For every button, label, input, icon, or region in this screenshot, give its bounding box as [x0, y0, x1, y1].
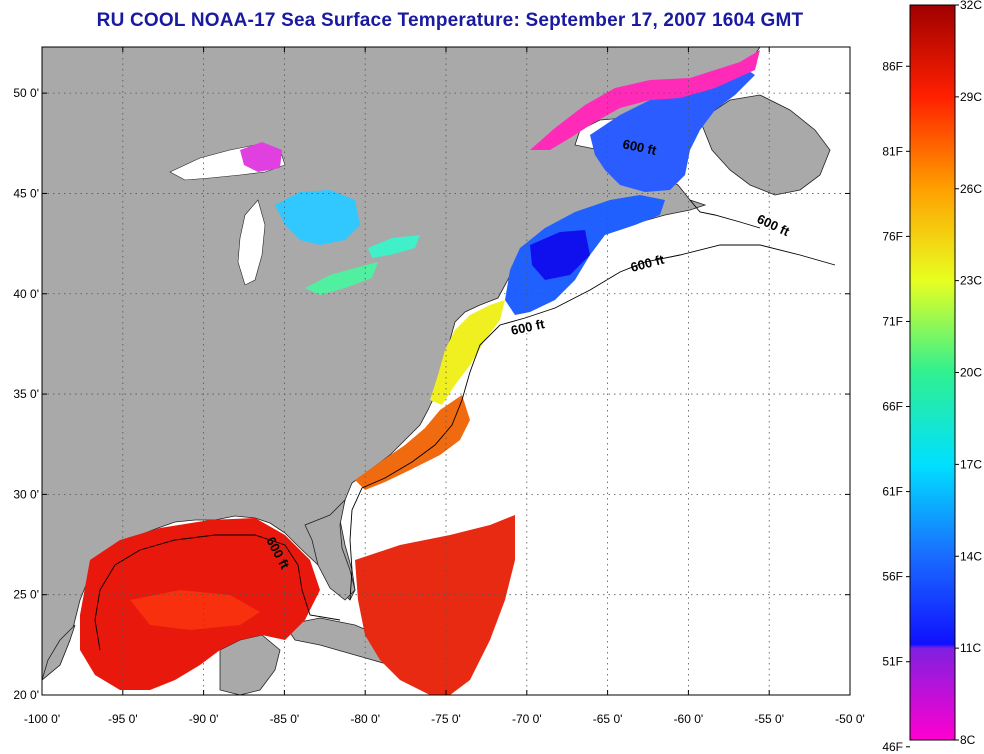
sst-lake-erie — [305, 262, 378, 295]
colorbar-label-c: 26C — [960, 182, 982, 196]
lat-tick-label: 45 0' — [13, 186, 39, 200]
lon-tick-label: -80 0' — [350, 712, 380, 726]
lon-tick-label: -85 0' — [270, 712, 300, 726]
colorbar-celsius-ticks: 32C 29C 26C 23C 20C 17C 14C 11C 8C — [955, 0, 982, 747]
lat-tick-label: 20 0' — [13, 688, 39, 702]
contour-label-600ft: 600 ft — [510, 316, 547, 338]
sst-mid-atlantic — [430, 300, 505, 405]
colorbar-label-f: 66F — [882, 400, 903, 414]
sst-lake-ontario — [368, 235, 420, 258]
lon-tick-label: -95 0' — [108, 712, 138, 726]
colorbar-label-f: 76F — [882, 229, 903, 243]
colorbar-label-c: 8C — [960, 733, 976, 747]
colorbar-label-c: 20C — [960, 366, 982, 380]
colorbar-label-f: 81F — [882, 144, 903, 158]
contour-label-600ft: 600 ft — [621, 136, 658, 158]
latitude-axis: 50 0' 45 0' 40 0' 35 0' 30 0' 25 0' 20 0' — [13, 86, 850, 702]
colorbar-label-f: 71F — [882, 314, 903, 328]
lon-tick-label: -60 0' — [674, 712, 704, 726]
colorbar — [909, 4, 956, 741]
lat-tick-label: 50 0' — [13, 86, 39, 100]
colorbar-label-f: 56F — [882, 570, 903, 584]
colorbar-label-f: 46F — [882, 740, 903, 754]
colorbar-label-c: 11C — [960, 641, 981, 655]
colorbar-label-c: 17C — [960, 457, 982, 471]
colorbar-label-f: 86F — [882, 59, 903, 73]
lon-tick-label: -75 0' — [431, 712, 461, 726]
colorbar-label-f: 51F — [882, 655, 903, 669]
grid-lines — [42, 47, 850, 695]
colorbar-label-c: 14C — [960, 549, 982, 563]
lon-tick-label: -100 0' — [24, 712, 60, 726]
lat-tick-label: 40 0' — [13, 287, 39, 301]
lon-tick-label: -50 0' — [835, 712, 865, 726]
sst-caribbean — [355, 515, 515, 695]
map-title: RU COOL NOAA-17 Sea Surface Temperature:… — [96, 10, 804, 31]
colorbar-label-c: 32C — [960, 0, 982, 12]
sst-st-lawrence-estuary — [530, 50, 760, 150]
land-florida — [304, 498, 356, 601]
sst-gulf-stream-southeast — [355, 395, 470, 490]
land-newfoundland — [699, 94, 831, 196]
colorbar-fahrenheit-ticks: 86F 81F 76F 71F 66F 61F 56F 51F 46F — [882, 59, 910, 754]
lon-tick-label: -90 0' — [189, 712, 219, 726]
sst-lake-superior-east — [240, 142, 282, 172]
lat-tick-label: 25 0' — [13, 588, 39, 602]
colorbar-label-c: 29C — [960, 90, 982, 104]
isobath-600ft-atlantic — [349, 244, 836, 601]
lon-tick-label: -70 0' — [512, 712, 542, 726]
lat-tick-label: 30 0' — [13, 487, 39, 501]
colorbar-label-f: 61F — [882, 485, 903, 499]
isobath-600ft-scotian — [689, 199, 761, 229]
lat-tick-label: 35 0' — [13, 387, 39, 401]
sst-lake-michigan — [237, 199, 266, 286]
isobath-600ft-gulf — [94, 534, 341, 651]
lon-tick-label: -65 0' — [593, 712, 623, 726]
longitude-axis: -100 0' -95 0' -90 0' -85 0' -80 0' -75 0' -70… — [24, 47, 865, 726]
sst-gulf-of-maine-cold — [530, 230, 590, 280]
sst-gulf-warm-patch — [130, 590, 260, 630]
sst-lake-huron — [275, 190, 360, 245]
lon-tick-label: -55 0' — [754, 712, 784, 726]
colorbar-label-c: 23C — [960, 274, 982, 288]
sst-gulf-of-st-lawrence — [590, 65, 755, 192]
